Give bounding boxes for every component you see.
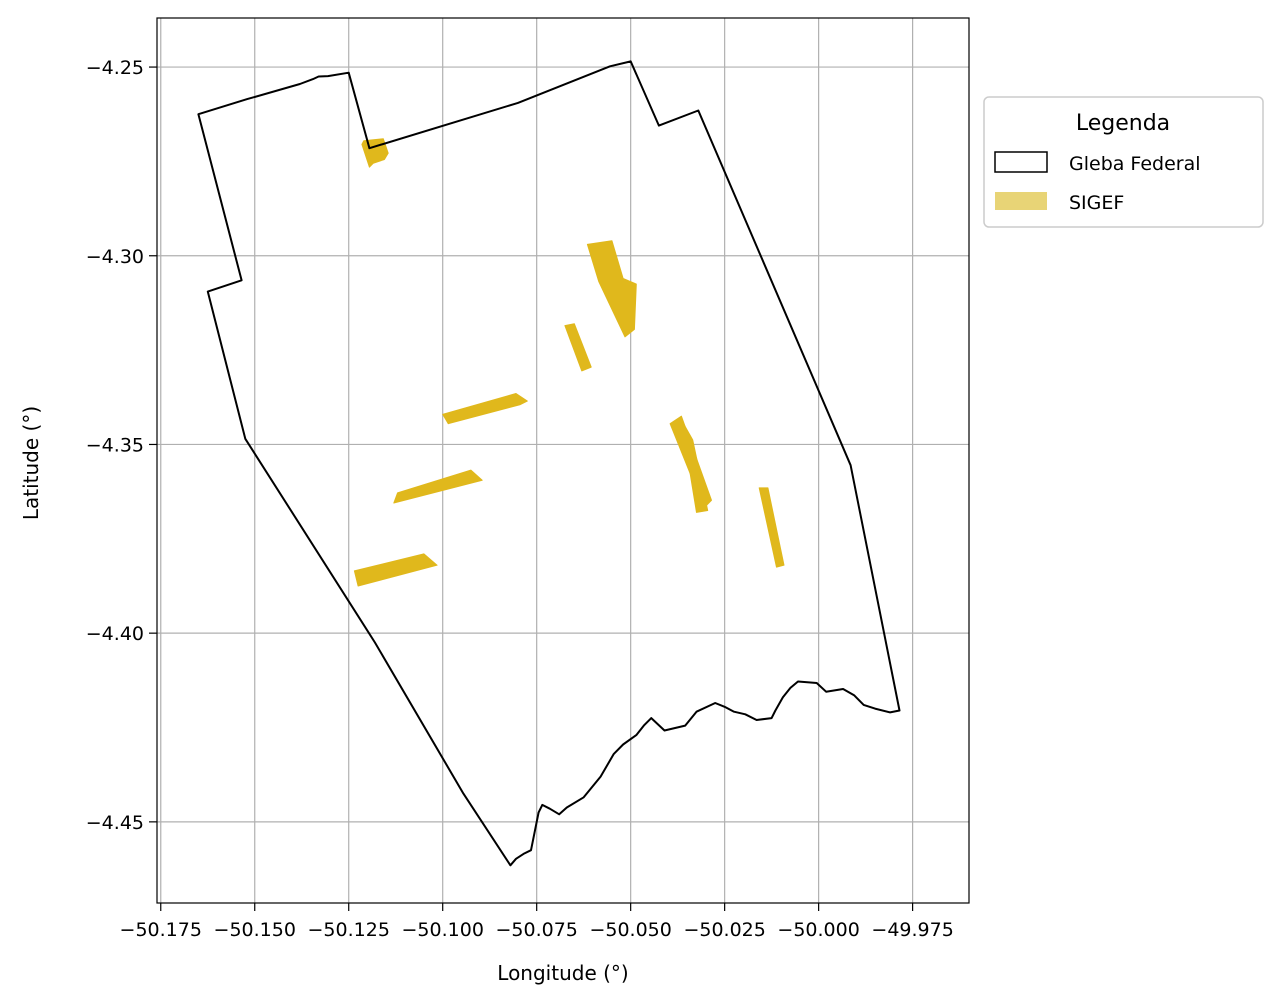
sigef-parcel xyxy=(353,553,438,587)
x-tick-label: −50.025 xyxy=(683,919,765,941)
y-tick-label: −4.45 xyxy=(86,812,144,834)
sigef-parcels xyxy=(353,138,785,587)
x-tick-label: −50.075 xyxy=(495,919,577,941)
sigef-parcel xyxy=(564,323,592,372)
y-tick-label: −4.40 xyxy=(86,623,144,645)
x-tick-label: −50.000 xyxy=(777,919,859,941)
y-axis-ticks: −4.25 −4.30 −4.35 −4.40 −4.45 xyxy=(86,57,157,834)
plot-frame xyxy=(156,17,970,904)
sigef-parcel xyxy=(393,469,483,504)
sigef-parcel xyxy=(442,393,528,425)
x-tick-label: −50.175 xyxy=(120,919,202,941)
x-tick-label: −50.150 xyxy=(214,919,296,941)
legend: Legenda Gleba Federal SIGEF xyxy=(983,96,1264,228)
legend-title: Legenda xyxy=(1076,111,1170,136)
y-tick-label: −4.30 xyxy=(86,246,144,268)
gleba-federal-boundary xyxy=(197,60,901,867)
sigef-parcel xyxy=(680,419,709,513)
x-axis-label: Longitude (°) xyxy=(497,961,628,985)
y-axis-label: Latitude (°) xyxy=(19,406,43,520)
y-tick-label: −4.25 xyxy=(86,57,144,79)
x-axis-ticks: −50.175 −50.150 −50.125 −50.100 −50.075 −50.0… xyxy=(120,903,954,941)
legend-swatch-sigef xyxy=(995,192,1047,210)
x-tick-label: −50.100 xyxy=(402,919,484,941)
legend-box xyxy=(983,96,1264,228)
grid-lines xyxy=(157,18,969,903)
sigef-parcel xyxy=(758,487,785,568)
legend-label-gleba-federal: Gleba Federal xyxy=(1069,153,1201,175)
x-tick-label: −49.975 xyxy=(871,919,953,941)
sigef-parcel xyxy=(586,240,637,338)
x-tick-label: −50.050 xyxy=(589,919,671,941)
y-tick-label: −4.35 xyxy=(86,434,144,456)
x-tick-label: −50.125 xyxy=(308,919,390,941)
gleba-federal-polygon xyxy=(197,60,901,867)
legend-label-sigef: SIGEF xyxy=(1069,192,1124,214)
legend-swatch-gleba-federal xyxy=(994,151,1048,173)
